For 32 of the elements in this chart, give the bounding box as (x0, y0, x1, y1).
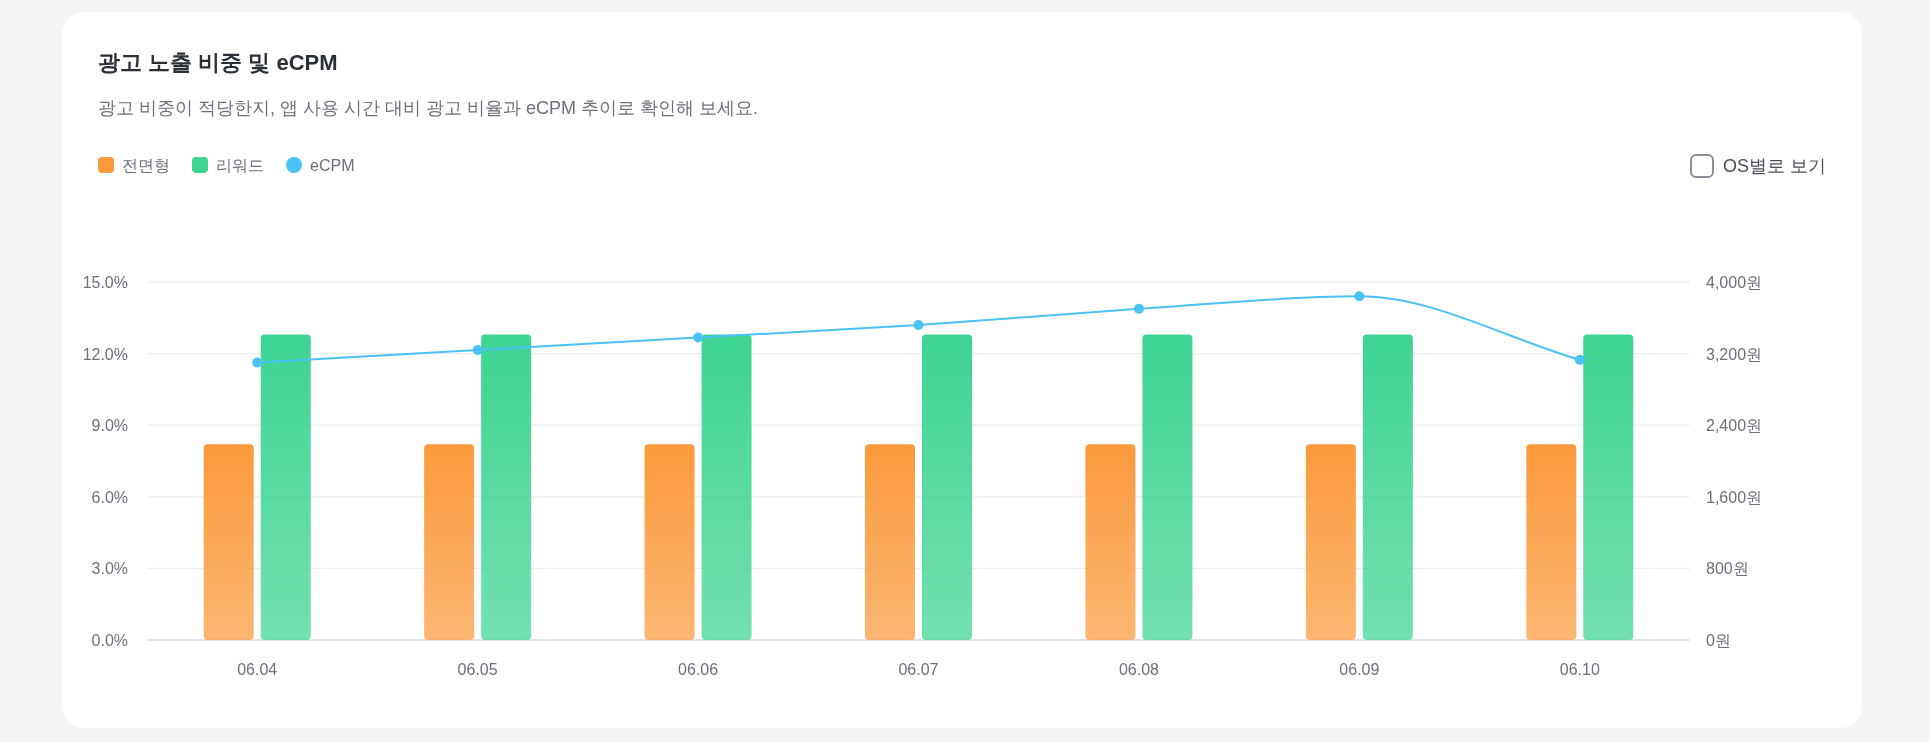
y2-tick-label: 800원 (1706, 560, 1749, 578)
point (1354, 291, 1365, 302)
x-tick-label: 06.08 (1118, 661, 1160, 678)
point (913, 319, 924, 330)
chart-subtitle: 광고 비중이 적당한지, 앱 사용 시간 대비 광고 비율과 eCPM 추이로 확인해 보세요. (98, 98, 759, 118)
y-tick-label: 0.0% (91, 632, 128, 649)
y2-tick-label: 2,400원 (1706, 417, 1763, 435)
x-tick-label: 06.09 (1339, 661, 1380, 678)
y2-tick-label: 0원 (1706, 632, 1731, 649)
point (472, 345, 483, 356)
x-tick-label: 06.06 (678, 661, 719, 678)
x-tick-label: 06.05 (457, 661, 498, 678)
y-tick-label: 9.0% (91, 417, 128, 435)
point (1574, 354, 1585, 365)
legend-label: 리워드 (216, 157, 264, 174)
x-tick-label: 06.04 (237, 661, 278, 678)
y2-tick-label: 1,600원 (1706, 488, 1763, 506)
y2-tick-label: 3,200원 (1706, 345, 1763, 363)
y-tick-label: 3.0% (91, 560, 128, 578)
point (693, 332, 704, 343)
x-tick-label: 06.07 (898, 661, 939, 678)
y-tick-label: 12.0% (82, 345, 128, 363)
legend-label: 전면형 (122, 157, 170, 174)
y2-tick-label: 4,000원 (1706, 274, 1763, 291)
x-tick-label: 06.10 (1559, 661, 1600, 678)
chart-title: 광고 노출 비중 및 eCPM (98, 50, 338, 75)
y-tick-label: 15.0% (82, 274, 128, 291)
legend-label: eCPM (310, 157, 355, 174)
point (252, 357, 263, 368)
text: OS별로 보기 (1722, 156, 1826, 176)
point (1133, 303, 1144, 314)
y-tick-label: 6.0% (91, 488, 128, 506)
